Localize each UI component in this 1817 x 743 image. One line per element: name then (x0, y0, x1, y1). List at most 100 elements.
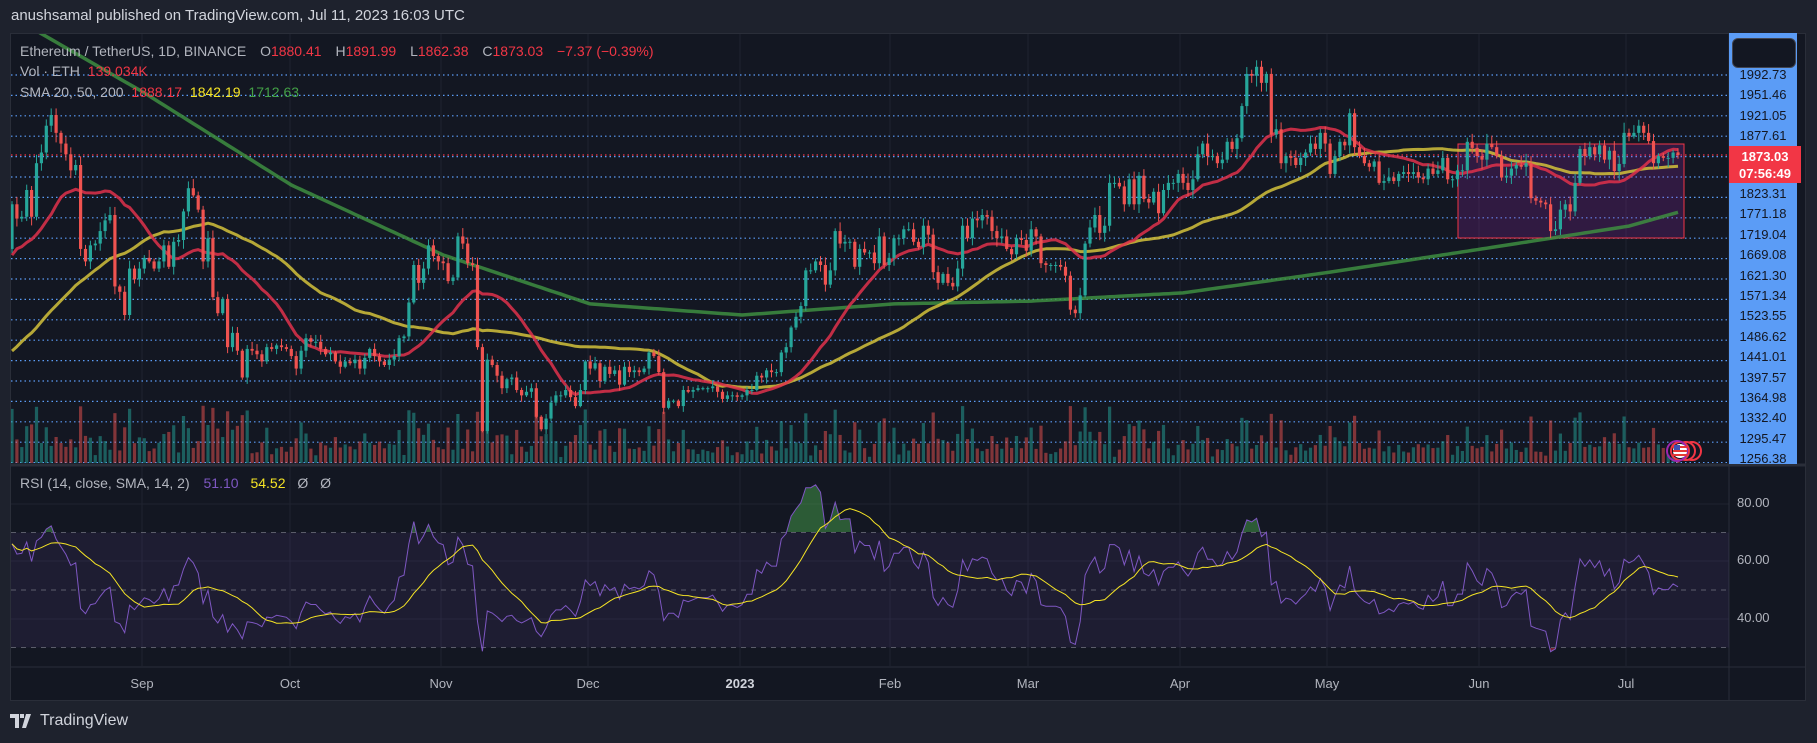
tradingview-logo[interactable]: TradingView (10, 712, 128, 730)
volume-bar (539, 436, 543, 463)
volume-bar (221, 437, 225, 463)
volume-bar (1338, 441, 1342, 463)
candle-body (235, 332, 239, 351)
candle-body (980, 215, 984, 221)
sma200-value: 1712.63 (248, 84, 300, 100)
volume-bar (363, 433, 367, 463)
candle-body (147, 257, 151, 262)
volume-bar (1470, 445, 1474, 463)
candle-body (377, 356, 382, 362)
candle-body (382, 361, 386, 365)
candle-body (774, 372, 778, 374)
candle-body (1598, 145, 1602, 155)
volume-bar (422, 434, 426, 463)
candle-body (1593, 147, 1597, 155)
volume-bar (1186, 449, 1190, 463)
volume-bar (1034, 448, 1038, 463)
volume-bar (1294, 447, 1298, 463)
volume-bar (1112, 456, 1117, 463)
close-label: C (482, 43, 493, 59)
candle-body (1553, 229, 1558, 232)
volume-bar (1500, 429, 1504, 463)
candle-body (20, 216, 24, 219)
volume-bar (1377, 430, 1381, 463)
volume-bar (980, 451, 984, 463)
axis-scale-box[interactable] (1732, 38, 1796, 68)
symbol-title: Ethereum / TetherUS, 1D, BINANCE (20, 43, 247, 59)
candle-body (157, 261, 161, 269)
candle-body (103, 220, 107, 232)
low-value: 1862.38 (417, 43, 469, 59)
volume-bar (892, 427, 896, 463)
volume-bar (716, 447, 720, 463)
volume-bar (961, 406, 965, 463)
candle-body (1122, 186, 1126, 205)
candle-body (1201, 143, 1205, 155)
volume-bar (270, 454, 274, 463)
rectangle-drawing (1457, 143, 1685, 239)
candle-body (270, 347, 274, 349)
volume-bar (1318, 434, 1322, 463)
sma200-line (38, 34, 1679, 317)
volume-bar (1529, 416, 1533, 463)
volume-bar (1651, 427, 1656, 463)
volume-bar (186, 428, 190, 463)
rsi-sma-line (11, 508, 1679, 624)
volume-bar (1117, 449, 1121, 463)
publisher-line: anushsamal published on TradingView.com,… (11, 7, 465, 24)
volume-bar (921, 423, 925, 463)
candle-body (216, 297, 220, 314)
candle-body (1235, 138, 1239, 149)
candle-body (1313, 143, 1317, 149)
volume-bar (1308, 447, 1313, 463)
volume-bar (534, 406, 538, 463)
candle-body (520, 390, 524, 396)
candle-body (1558, 209, 1562, 230)
tradingview-logo-icon (10, 714, 31, 728)
volume-bar (1578, 412, 1582, 463)
volume-bar (103, 441, 107, 463)
volume-bar (59, 443, 63, 463)
time-axis-label: Apr (1169, 676, 1191, 691)
candle-body (30, 190, 34, 217)
volume-bar (1588, 444, 1592, 463)
volume-bar (113, 413, 117, 463)
volume-bar (118, 450, 122, 463)
volume-bar (779, 421, 783, 463)
candle-body (784, 347, 788, 353)
volume-bar (446, 427, 450, 463)
candle-body (490, 359, 494, 365)
symbol-legend[interactable]: Ethereum / TetherUS, 1D, BINANCE O1880.4… (20, 43, 658, 59)
candle-body (132, 268, 137, 280)
time-axis-label: 2023 (725, 676, 755, 691)
volume-bar (706, 451, 710, 463)
candle-body (627, 366, 631, 373)
volume-bar (1451, 454, 1455, 463)
candle-body (1005, 236, 1009, 249)
volume-bar (69, 439, 73, 463)
volume-bar (1598, 446, 1602, 463)
candle-body (1166, 182, 1170, 190)
candle-body (902, 229, 906, 239)
time-axis-label: Jul (1617, 676, 1635, 691)
price-axis[interactable] (1729, 33, 1797, 464)
rsi-legend[interactable]: RSI (14, close, SMA, 14, 2) 51.10 54.52 … (20, 475, 335, 491)
candle-body (740, 395, 744, 397)
volume-bar (392, 444, 396, 463)
candle-body (255, 350, 259, 355)
candle-body (328, 352, 333, 355)
volume-bar (206, 425, 210, 463)
candle-body (333, 352, 337, 362)
candle-body (1147, 198, 1151, 203)
volume-bar (848, 452, 852, 463)
candle-body (686, 390, 690, 392)
candle-body (142, 257, 146, 269)
volume-bar (882, 418, 886, 463)
volume-bar (799, 443, 803, 463)
sma50-line (11, 147, 1679, 389)
volume-legend[interactable]: Vol · ETH 139.034K (20, 63, 152, 79)
volume-bar (755, 426, 759, 463)
candle-body (1617, 163, 1621, 172)
sma-legend[interactable]: SMA 20, 50, 200 1888.17 1842.19 1712.63 (20, 84, 303, 100)
